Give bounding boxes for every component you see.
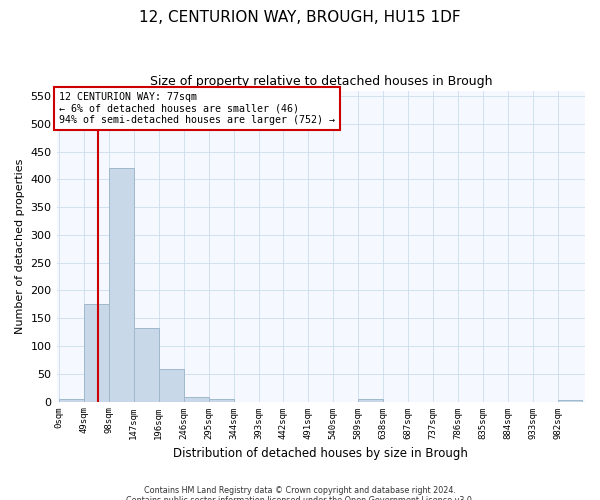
Text: 12, CENTURION WAY, BROUGH, HU15 1DF: 12, CENTURION WAY, BROUGH, HU15 1DF xyxy=(139,10,461,25)
Bar xyxy=(84,304,109,402)
Bar xyxy=(134,328,158,402)
Y-axis label: Number of detached properties: Number of detached properties xyxy=(15,158,25,334)
Bar xyxy=(158,370,184,402)
Text: 12 CENTURION WAY: 77sqm
← 6% of detached houses are smaller (46)
94% of semi-det: 12 CENTURION WAY: 77sqm ← 6% of detached… xyxy=(59,92,335,126)
Bar xyxy=(184,397,209,402)
Bar xyxy=(209,399,234,402)
Text: Contains public sector information licensed under the Open Government Licence v3: Contains public sector information licen… xyxy=(126,496,474,500)
Title: Size of property relative to detached houses in Brough: Size of property relative to detached ho… xyxy=(149,75,492,88)
X-axis label: Distribution of detached houses by size in Brough: Distribution of detached houses by size … xyxy=(173,447,468,460)
Bar xyxy=(358,399,383,402)
Text: Contains HM Land Registry data © Crown copyright and database right 2024.: Contains HM Land Registry data © Crown c… xyxy=(144,486,456,495)
Bar xyxy=(59,399,84,402)
Bar xyxy=(109,168,134,402)
Bar xyxy=(557,400,583,402)
